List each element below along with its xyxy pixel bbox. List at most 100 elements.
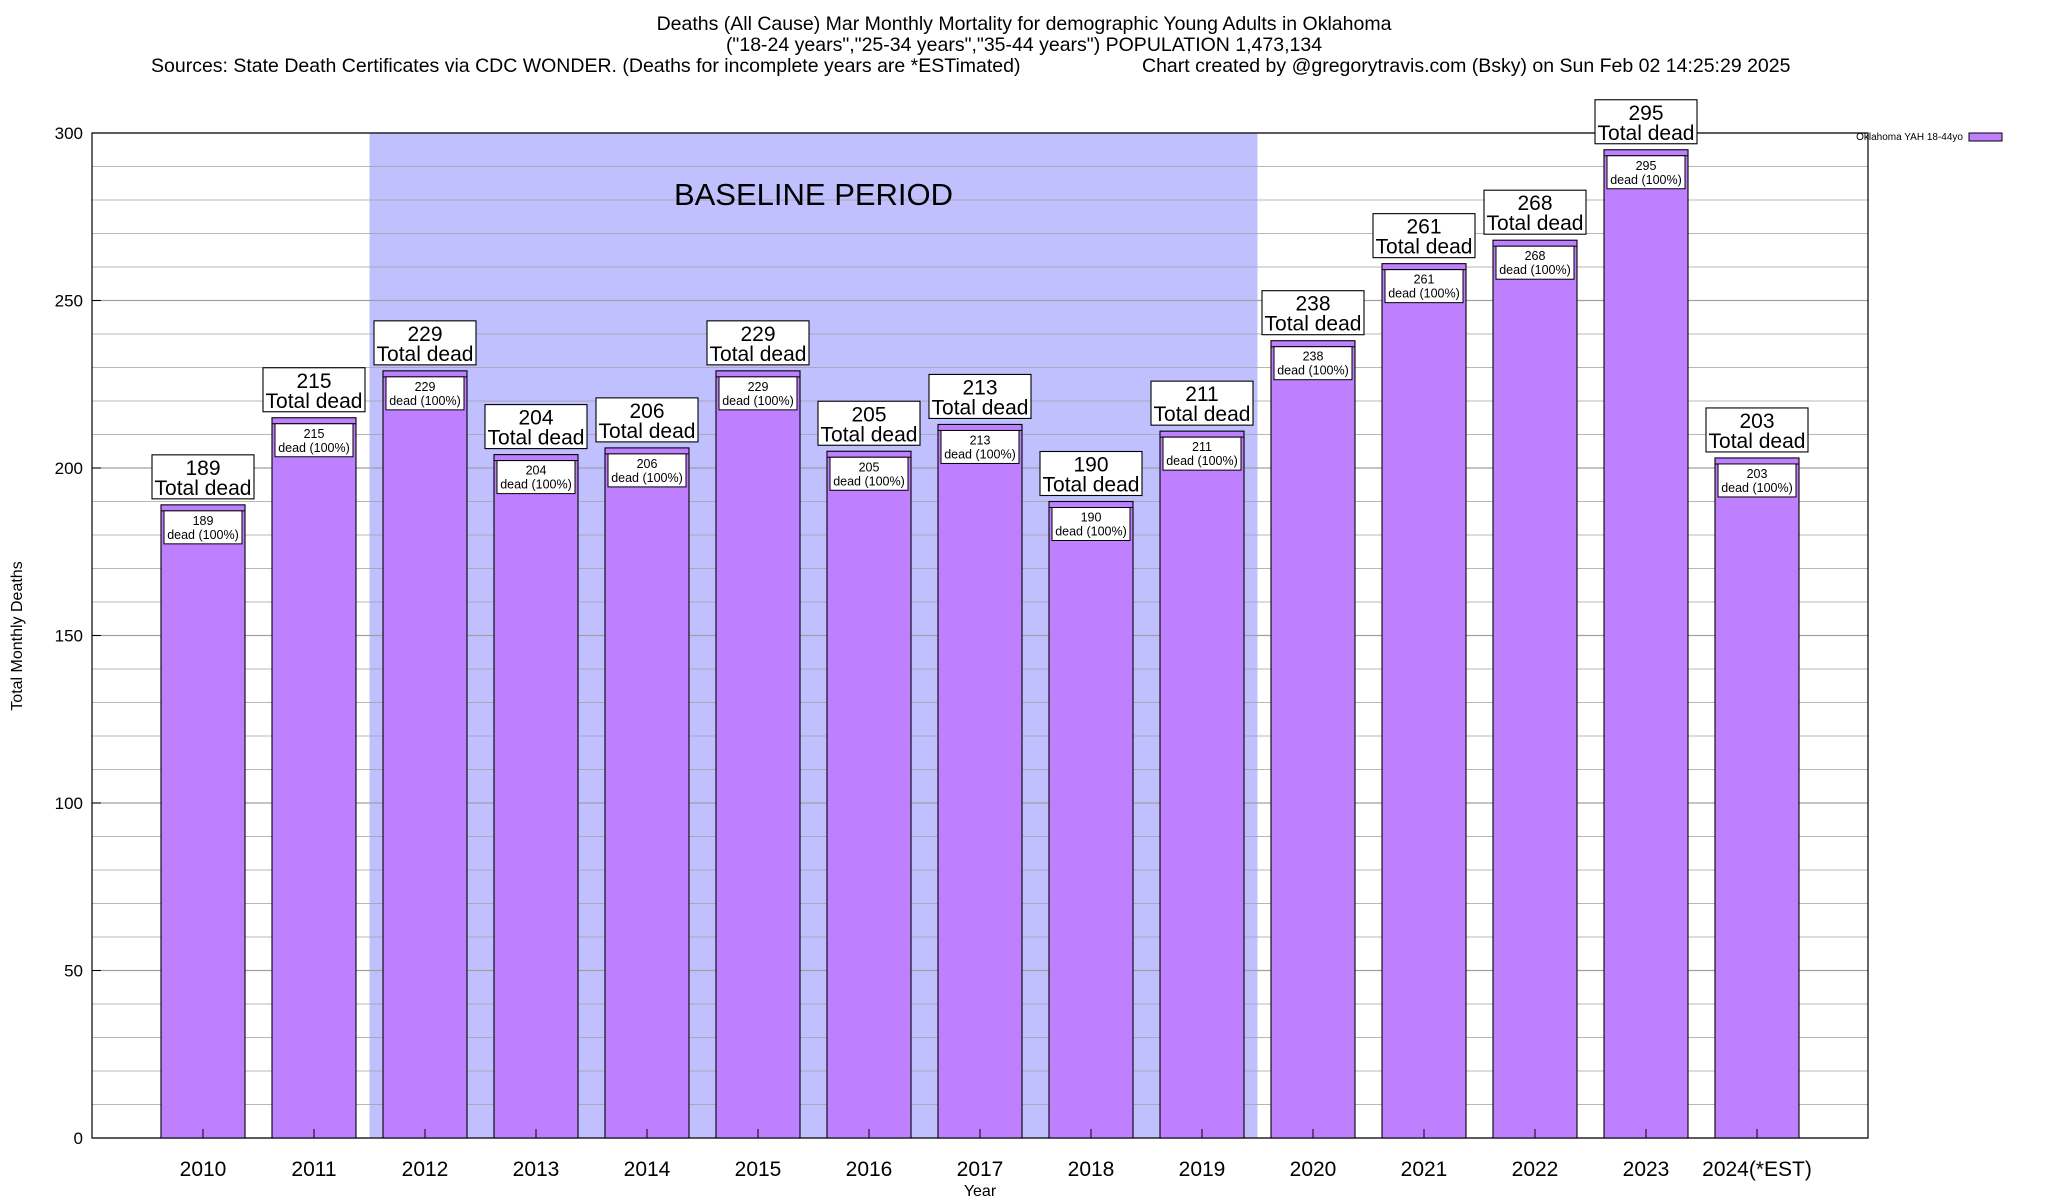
inner-pct-label: dead (100%) (1277, 364, 1349, 378)
inner-data-label: 189 (193, 514, 214, 528)
top-data-label: 215 (296, 370, 331, 393)
top-data-label: 204 (518, 407, 553, 430)
inner-label-box (385, 376, 465, 411)
top-data-label: 206 (629, 400, 664, 423)
chart-sources-line: Sources: State Death Certificates via CD… (0, 56, 2048, 77)
inner-label-box (1606, 155, 1686, 190)
top-label-box (1372, 213, 1476, 259)
inner-data-label: 211 (1192, 440, 1212, 454)
top-label-box (1261, 290, 1365, 336)
bar (271, 417, 357, 1139)
top-label-box (1483, 189, 1587, 235)
top-data-label: 238 (1295, 293, 1330, 316)
top-label-box (1039, 450, 1143, 497)
x-tick-label: 2018 (1068, 1158, 1115, 1181)
y-tick-label: 300 (55, 124, 83, 143)
top-label-box (484, 404, 588, 450)
chart-title: Deaths (All Cause) Mar Monthly Mortality… (656, 13, 1392, 35)
bar (826, 450, 912, 1139)
inner-label-box (496, 460, 576, 495)
x-tick-label: 2015 (735, 1158, 782, 1181)
top-total-label: Total dead (1598, 122, 1695, 145)
legend-label: Oklahoma YAH 18-44yo (1856, 132, 1963, 143)
top-total-label: Total dead (1487, 212, 1584, 235)
bar (1714, 457, 1800, 1139)
top-data-label: 229 (740, 323, 775, 346)
x-axis-label: Year (964, 1183, 997, 1200)
y-tick-label: 50 (64, 962, 83, 981)
inner-pct-label: dead (100%) (1055, 525, 1127, 539)
x-tick-label: 2024(*EST) (1702, 1158, 1812, 1181)
inner-label-box (1273, 346, 1353, 381)
x-tick-label: 2022 (1512, 1158, 1559, 1181)
x-tick-label: 2023 (1623, 1158, 1670, 1181)
inner-pct-label: dead (100%) (1610, 173, 1682, 187)
inner-label-box (274, 423, 354, 458)
top-label-box (817, 400, 921, 446)
bar (160, 504, 246, 1139)
top-total-label: Total dead (599, 420, 696, 443)
x-tick-label: 2013 (513, 1158, 560, 1181)
top-total-label: Total dead (932, 396, 1029, 419)
inner-label-box (1162, 436, 1242, 471)
top-total-label: Total dead (1709, 430, 1806, 453)
y-tick-label: 200 (55, 459, 83, 478)
chart-title-block: Deaths (All Cause) Mar Monthly Mortality… (0, 14, 2048, 77)
top-data-label: 268 (1517, 192, 1552, 215)
x-tick-label: 2012 (402, 1158, 449, 1181)
inner-label-box (940, 429, 1020, 464)
baseline-label: BASELINE PERIOD (674, 177, 953, 212)
inner-data-label: 206 (637, 457, 658, 471)
x-tick-label: 2021 (1401, 1158, 1448, 1181)
inner-data-label: 238 (1303, 350, 1324, 364)
inner-label-box (607, 453, 687, 488)
inner-pct-label: dead (100%) (278, 441, 350, 455)
top-data-label: 261 (1406, 216, 1441, 239)
top-data-label: 190 (1073, 454, 1108, 477)
bar (1159, 430, 1245, 1139)
x-tick-label: 2019 (1179, 1158, 1226, 1181)
top-total-label: Total dead (1376, 236, 1473, 259)
top-data-label: 295 (1628, 102, 1663, 125)
y-tick-label: 0 (74, 1129, 83, 1148)
inner-pct-label: dead (100%) (833, 474, 905, 488)
inner-label-box (829, 456, 909, 491)
top-data-label: 189 (185, 457, 220, 480)
inner-label-box (1051, 507, 1131, 541)
bar (937, 423, 1023, 1139)
top-total-label: Total dead (821, 423, 918, 446)
top-label-box (1150, 380, 1254, 426)
inner-data-label: 205 (859, 460, 880, 474)
bar (1048, 500, 1134, 1139)
inner-data-label: 229 (415, 380, 436, 394)
top-total-label: Total dead (266, 390, 363, 413)
y-axis-label: Total Monthly Deaths (9, 561, 26, 710)
x-tick-label: 2016 (846, 1158, 893, 1181)
y-tick-label: 150 (55, 627, 83, 646)
inner-pct-label: dead (100%) (500, 478, 572, 492)
inner-label-box (1384, 269, 1464, 304)
inner-pct-label: dead (100%) (611, 471, 683, 485)
inner-pct-label: dead (100%) (722, 394, 794, 408)
y-tick-label: 100 (55, 794, 83, 813)
top-label-box (706, 320, 810, 366)
inner-pct-label: dead (100%) (944, 447, 1016, 461)
bar (1603, 149, 1689, 1139)
top-total-label: Total dead (1043, 474, 1140, 497)
inner-pct-label: dead (100%) (1721, 481, 1793, 495)
top-total-label: Total dead (1265, 313, 1362, 336)
top-total-label: Total dead (377, 343, 474, 366)
inner-label-box (1495, 245, 1575, 280)
inner-data-label: 190 (1081, 511, 1102, 525)
inner-pct-label: dead (100%) (1388, 287, 1460, 301)
bar (1270, 340, 1356, 1139)
inner-data-label: 229 (748, 380, 769, 394)
top-data-label: 211 (1185, 383, 1218, 406)
inner-data-label: 204 (526, 464, 547, 478)
inner-data-label: 203 (1747, 467, 1768, 481)
inner-pct-label: dead (100%) (1166, 454, 1238, 468)
inner-label-box (163, 510, 243, 545)
chart-subtitle: ("18-24 years","25-34 years","35-44 year… (725, 34, 1323, 56)
bar (382, 370, 468, 1139)
